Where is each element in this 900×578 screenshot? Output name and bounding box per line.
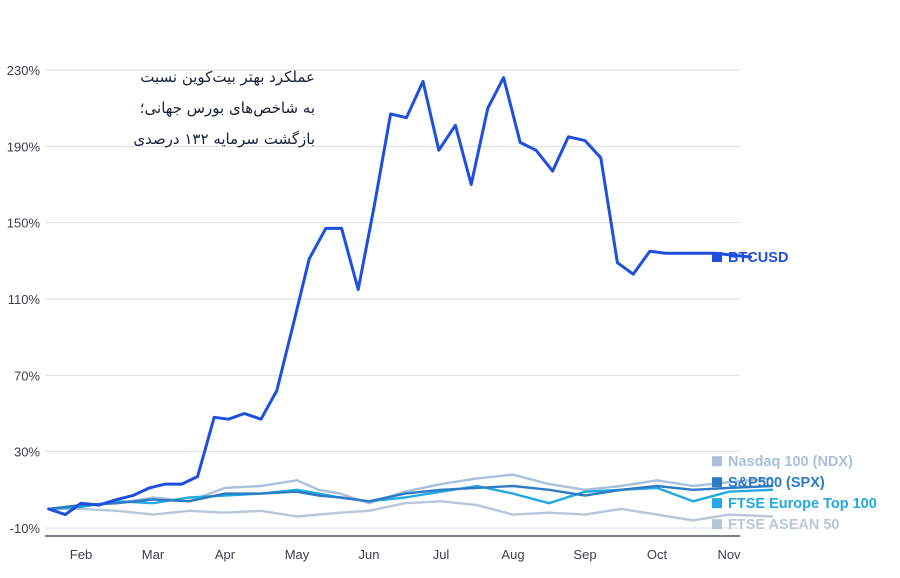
legend-swatch xyxy=(712,456,722,467)
series-line-btcusd xyxy=(47,76,753,517)
series-line-s-p500-spx- xyxy=(47,484,774,511)
x-axis: Feb Mar Apr May Jun Jul Aug Sep Oct Nov xyxy=(45,535,741,562)
legend-label: Nasdaq 100 (NDX) xyxy=(728,454,853,470)
legend-label: FTSE ASEAN 50 xyxy=(728,517,839,533)
y-tick-label: 190% xyxy=(7,139,41,154)
chart-title-line-1: عملکرد بهتر بیت‌کوین نسبت xyxy=(140,68,315,86)
x-tick-label: Feb xyxy=(70,547,92,562)
legend-swatch xyxy=(712,498,722,509)
y-tick-label: -10% xyxy=(10,521,41,536)
y-tick-label: 230% xyxy=(7,63,41,78)
chart-title-line-2: به شاخص‌های بورس جهانی؛ xyxy=(139,99,315,117)
y-tick-label: 70% xyxy=(14,368,40,383)
x-tick-label: Jun xyxy=(359,547,380,562)
y-tick-label: 150% xyxy=(7,216,41,231)
grid xyxy=(45,69,740,529)
x-tick-label: Jul xyxy=(433,547,450,562)
x-tick-label: Sep xyxy=(573,547,596,562)
y-tick-label: 30% xyxy=(14,445,40,460)
legend-label: S&P500 (SPX) xyxy=(728,475,825,491)
legend-label: BTCUSD xyxy=(728,250,788,266)
x-tick-label: Aug xyxy=(501,547,524,562)
x-tick-label: Mar xyxy=(142,547,165,562)
y-tick-label: 110% xyxy=(8,292,41,307)
legend: BTCUSD Nasdaq 100 (NDX) S&P500 (SPX) FTSE E… xyxy=(712,250,877,533)
x-tick-label: May xyxy=(285,547,310,562)
legend-label: FTSE Europe Top 100 xyxy=(728,496,877,512)
x-tick-label: Nov xyxy=(717,547,741,562)
y-axis: 230% 190% 150% 110% 70% 30% -10% xyxy=(7,63,41,536)
chart-title-line-3: بازگشت سرمایه ۱۳۲ درصدی xyxy=(133,130,315,148)
x-tick-label: Apr xyxy=(215,547,236,562)
series-line-ftse-asean-50 xyxy=(47,500,774,522)
legend-swatch xyxy=(712,252,722,263)
x-tick-label: Oct xyxy=(647,547,668,562)
legend-swatch xyxy=(712,519,722,530)
series-lines xyxy=(47,76,774,522)
legend-swatch xyxy=(712,477,722,488)
